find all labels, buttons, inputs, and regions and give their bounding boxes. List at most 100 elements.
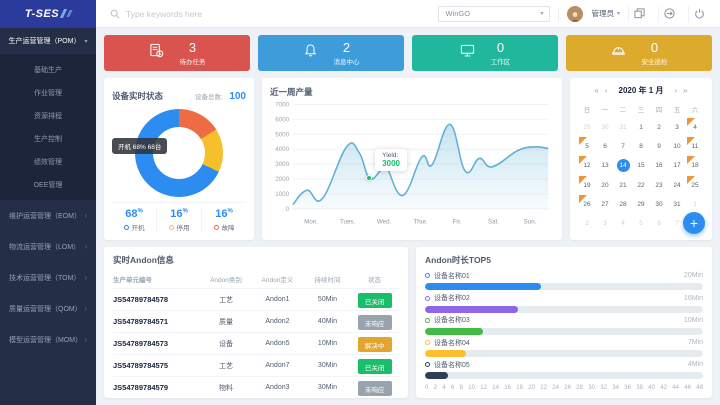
calendar-day[interactable]: 31	[668, 195, 686, 214]
andon-duration-cell: 30Min	[317, 384, 337, 391]
calendar-day[interactable]: 21	[614, 176, 632, 195]
calendar-day[interactable]: 6	[650, 214, 668, 233]
calendar-day[interactable]: 8	[632, 137, 650, 156]
workspace-select[interactable]: WinGO ▾	[438, 5, 551, 22]
calendar-day[interactable]: 1	[686, 195, 704, 214]
avatar[interactable]	[567, 5, 584, 22]
calendar-day[interactable]: 16	[650, 156, 668, 175]
stat-card-4[interactable]: 0 安全巡检	[566, 35, 712, 71]
calendar-day[interactable]: 29	[632, 195, 650, 214]
sidebar-group[interactable]: 模型运营管理（MOM） ›	[0, 324, 96, 355]
calendar-day[interactable]: 4	[686, 118, 704, 137]
calendar-day[interactable]: 12	[578, 156, 596, 175]
top5-item[interactable]: 设备名称03 10Min	[425, 315, 703, 335]
calendar-day[interactable]: 11	[686, 137, 704, 156]
top5-item[interactable]: 设备名称01 20Min	[425, 271, 703, 291]
user-menu[interactable]: 管理员 ▾	[591, 8, 620, 19]
svg-text:4000: 4000	[275, 146, 289, 153]
stat-cards-row: 3 待办任务 2 消息中心 0 工作区 0 安全巡检	[104, 35, 712, 71]
legend-label-text: 开机	[131, 225, 145, 232]
power-button[interactable]	[688, 5, 710, 22]
windows-button[interactable]	[628, 5, 650, 22]
andon-table-row[interactable]: JS54789784578 工艺 Andon1 50Min 已关闭	[113, 288, 399, 310]
calendar-day[interactable]: 4	[614, 214, 632, 233]
calendar-day-number: 16	[655, 162, 663, 170]
top5-item-name: 设备名称03	[434, 317, 470, 325]
sidebar-group-pom[interactable]: 生产运营管理（POM） ▾	[0, 28, 96, 54]
calendar-next-month-button[interactable]: ›	[674, 86, 678, 95]
calendar-weekday: 三	[637, 106, 645, 114]
calendar-day-number: 5	[639, 219, 643, 227]
calendar-next-year-button[interactable]: »	[683, 86, 688, 95]
calendar-day[interactable]: 7	[668, 214, 686, 233]
sidebar-item-5[interactable]: 绩效管理	[34, 158, 62, 166]
sidebar-item-6[interactable]: OEE管理	[33, 181, 63, 189]
calendar-day[interactable]: 3	[668, 118, 686, 137]
calendar-add-button[interactable]: +	[683, 212, 705, 234]
chevron-down-icon: ▾	[84, 38, 88, 45]
calendar-day[interactable]: 1	[632, 118, 650, 137]
search-input[interactable]	[126, 8, 326, 19]
stat-card-3[interactable]: 0 工作区	[412, 35, 558, 71]
calendar-day[interactable]: 7	[614, 137, 632, 156]
sidebar-item-1[interactable]: 基础生产	[34, 66, 62, 74]
sidebar-group[interactable]: 物流运营管理（LOM） ›	[0, 231, 96, 262]
calendar-day[interactable]: 17	[668, 156, 686, 175]
calendar-day[interactable]: 27	[596, 195, 614, 214]
sidebar-item-4[interactable]: 生产控制	[34, 135, 62, 143]
svg-text:6000: 6000	[275, 116, 289, 123]
sidebar-group[interactable]: 质量运营管理（QOM） ›	[0, 293, 96, 324]
calendar-day[interactable]: 5	[578, 137, 596, 156]
calendar-day[interactable]: 10	[668, 137, 686, 156]
calendar-day[interactable]: 25	[686, 175, 704, 195]
calendar-day[interactable]: 23	[650, 176, 668, 195]
calendar-day[interactable]: 3	[596, 214, 614, 233]
calendar-day[interactable]: 6	[596, 137, 614, 156]
calendar-day[interactable]: 20	[596, 176, 614, 195]
top5-item[interactable]: 设备名称05 4Min	[425, 360, 703, 380]
andon-top5-title: Andon时长TOP5	[425, 255, 491, 265]
calendar-day[interactable]: 2	[578, 214, 596, 233]
andon-col-header: Andon类别	[210, 277, 242, 284]
calendar-day-number: 2	[585, 219, 589, 227]
stat-card-2[interactable]: 2 消息中心	[258, 35, 404, 71]
andon-table-row[interactable]: JS54789784575 工艺 Andon7 30Min 已关闭	[113, 354, 399, 376]
andon-table-row[interactable]: JS54789784579 物料 Andon3 30Min 未响应	[113, 376, 399, 398]
stat-card-1[interactable]: 3 待办任务	[104, 35, 250, 71]
calendar-day[interactable]: 22	[632, 176, 650, 195]
andon-category-cell: 工艺	[218, 362, 233, 370]
calendar-day[interactable]: 29	[578, 118, 596, 137]
calendar-day[interactable]: 2	[650, 118, 668, 137]
calendar-day[interactable]: 30	[650, 195, 668, 214]
calendar-day[interactable]: 13	[596, 156, 614, 175]
calendar-day-selected[interactable]: 14	[614, 156, 632, 175]
calendar-day[interactable]: 15	[632, 156, 650, 175]
andon-table-row[interactable]: JS54789784571 质量 Andon2 40Min 未响应	[113, 310, 399, 332]
calendar-prev-month-button[interactable]: ‹	[604, 86, 608, 95]
calendar-day[interactable]: 31	[614, 118, 632, 137]
calendar-day[interactable]: 26	[578, 194, 596, 214]
calendar-day[interactable]: 28	[614, 195, 632, 214]
weekly-yield-card: 近一周产量 0 1000 2000 3000 4000 5000 6000 7000 Mon. T…	[262, 78, 562, 240]
sidebar-item-3[interactable]: 资源排程	[34, 112, 62, 120]
sidebar-group[interactable]: 维护运营管理（EOM） ›	[0, 200, 96, 231]
calendar-day[interactable]: 9	[650, 137, 668, 156]
calendar-day[interactable]: 18	[686, 156, 704, 175]
weekly-yield-chart[interactable]: 0 1000 2000 3000 4000 5000 6000 7000 Mon. Tues. We…	[270, 98, 554, 232]
stat-card-label: 安全巡检	[641, 58, 668, 66]
top5-item[interactable]: 设备名称02 16Min	[425, 293, 703, 313]
device-status-title: 设备实时状态	[112, 91, 164, 101]
logout-button[interactable]	[658, 5, 680, 22]
top5-item[interactable]: 设备名称04 7Min	[425, 338, 703, 357]
calendar-day[interactable]: 19	[578, 175, 596, 195]
andon-table-row[interactable]: JS54789784573 设备 Andon5 10Min 解决中	[113, 332, 399, 354]
calendar-prev-year-button[interactable]: «	[594, 86, 599, 95]
stat-card-value: 0	[650, 39, 659, 55]
sidebar-group[interactable]: 技术运营管理（TOM） ›	[0, 262, 96, 293]
calendar-day[interactable]: 24	[668, 176, 686, 195]
sidebar-item-2[interactable]: 作业管理	[34, 89, 62, 97]
calendar-day[interactable]: 5	[632, 214, 650, 233]
app-logo[interactable]: T-SES	[0, 0, 96, 28]
calendar-day[interactable]: 30	[596, 118, 614, 137]
device-status-donut-chart[interactable]	[135, 109, 223, 197]
